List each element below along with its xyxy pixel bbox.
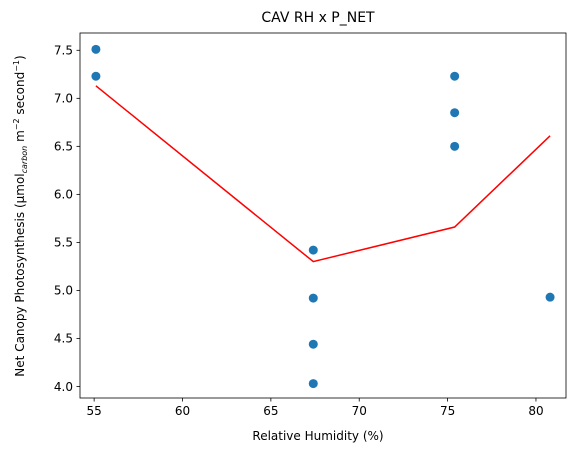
scatter-point [91, 71, 101, 81]
chart-title: CAV RH x P_NET [261, 10, 375, 26]
y-tick-label: 7.0 [54, 92, 73, 106]
axes-frame [79, 32, 567, 399]
y-axis-label: Net Canopy Photosynthesis (μmolcarbon m−… [12, 55, 29, 376]
y-tick-label: 7.5 [54, 44, 73, 58]
y-axis-label-sup1: −2 [12, 118, 21, 130]
scatter-point [450, 71, 460, 81]
plot-area [80, 33, 566, 398]
scatter-point [91, 44, 101, 54]
y-axis-label-end: ) [13, 55, 27, 60]
trend-line-series [95, 85, 551, 263]
x-tick-label: 80 [528, 404, 543, 418]
y-axis-label-sup2: −1 [12, 60, 21, 72]
scatter-point [308, 293, 318, 303]
scatter-point [450, 108, 460, 118]
y-axis-label-mid: m [13, 130, 27, 146]
x-tick-label: 60 [175, 404, 190, 418]
x-tick-label: 70 [352, 404, 367, 418]
y-axis-label-main: Net Canopy Photosynthesis (μmol [13, 173, 27, 376]
plot-background [80, 33, 566, 398]
x-tick-label: 75 [440, 404, 455, 418]
scatter-point [545, 292, 555, 302]
y-axis-label-sub: carbon [20, 146, 29, 174]
axes: 55 60 65 70 75 80 4.0 4.5 5.0 5.5 6.0 6.5 7.0 7.5 [54, 32, 567, 418]
trend-line [95, 85, 551, 263]
y-tick-label: 5.0 [54, 284, 73, 298]
y-tick-label: 6.0 [54, 188, 73, 202]
y-tick-label: 4.0 [54, 380, 73, 394]
scatter-point [308, 245, 318, 255]
y-tick-label: 5.5 [54, 236, 73, 250]
x-tick-label: 65 [263, 404, 278, 418]
y-axis-label-mid2: second [13, 72, 27, 119]
y-tick-label: 4.5 [54, 332, 73, 346]
scatter-point [450, 141, 460, 151]
x-tick-label: 55 [86, 404, 101, 418]
y-tick-label: 6.5 [54, 140, 73, 154]
scatter-series [91, 44, 555, 389]
scatter-point [308, 339, 318, 349]
x-axis-label: Relative Humidity (%) [252, 429, 383, 443]
scatter-point [308, 379, 318, 389]
